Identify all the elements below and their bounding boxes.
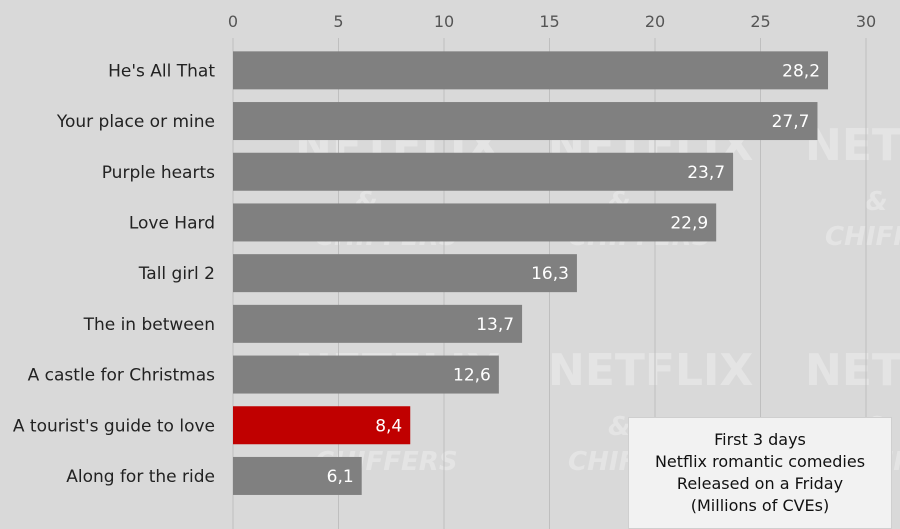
data-label: 27,7 <box>772 112 810 132</box>
category-label: Tall girl 2 <box>138 264 215 284</box>
bar <box>233 203 717 242</box>
annotation-line-3: Released on a Friday <box>676 474 844 493</box>
data-label: 23,7 <box>687 163 725 183</box>
bar <box>233 456 362 495</box>
data-label: 12,6 <box>453 366 491 386</box>
bar-highlighted <box>233 406 411 445</box>
bar <box>233 102 818 141</box>
bar <box>233 304 523 343</box>
data-label: 6,1 <box>327 467 354 487</box>
bar <box>233 254 577 293</box>
category-label: A tourist's guide to love <box>13 416 215 436</box>
annotation-line-4: (Millions of CVEs) <box>690 496 830 515</box>
data-label: 8,4 <box>375 416 402 436</box>
bar <box>233 51 829 90</box>
category-label: He's All That <box>108 61 215 81</box>
x-tick-label: 25 <box>750 12 770 31</box>
category-label: Purple hearts <box>102 163 215 183</box>
bar <box>233 152 734 191</box>
category-label: The in between <box>83 315 215 335</box>
chart-annotation-box: First 3 days Netflix romantic comedies R… <box>628 417 892 529</box>
x-tick-label: 10 <box>434 12 454 31</box>
data-label: 22,9 <box>670 213 708 233</box>
x-tick-label: 0 <box>228 12 238 31</box>
data-label: 28,2 <box>782 61 820 81</box>
watermark-brand: NETFLIX <box>805 120 900 171</box>
annotation-line-2: Netflix romantic comedies <box>654 452 866 471</box>
watermark-ampersand: & <box>608 412 631 442</box>
watermark-partner: CHIFFERS <box>825 222 900 252</box>
x-tick-label: 15 <box>539 12 559 31</box>
category-label: A castle for Christmas <box>28 366 216 386</box>
x-tick-label: 5 <box>333 12 343 31</box>
data-label: 13,7 <box>476 315 514 335</box>
watermark-brand: NETFLIX <box>805 345 900 396</box>
annotation-line-1: First 3 days <box>714 430 806 449</box>
watermark-ampersand: & <box>865 187 888 217</box>
x-tick-label: 30 <box>856 12 876 31</box>
bar <box>233 355 499 394</box>
x-tick-label: 20 <box>645 12 665 31</box>
category-label: Your place or mine <box>56 112 215 132</box>
data-label: 16,3 <box>531 264 569 284</box>
category-label: Along for the ride <box>66 467 215 487</box>
category-label: Love Hard <box>129 213 215 233</box>
watermark-brand: NETFLIX <box>548 345 753 396</box>
